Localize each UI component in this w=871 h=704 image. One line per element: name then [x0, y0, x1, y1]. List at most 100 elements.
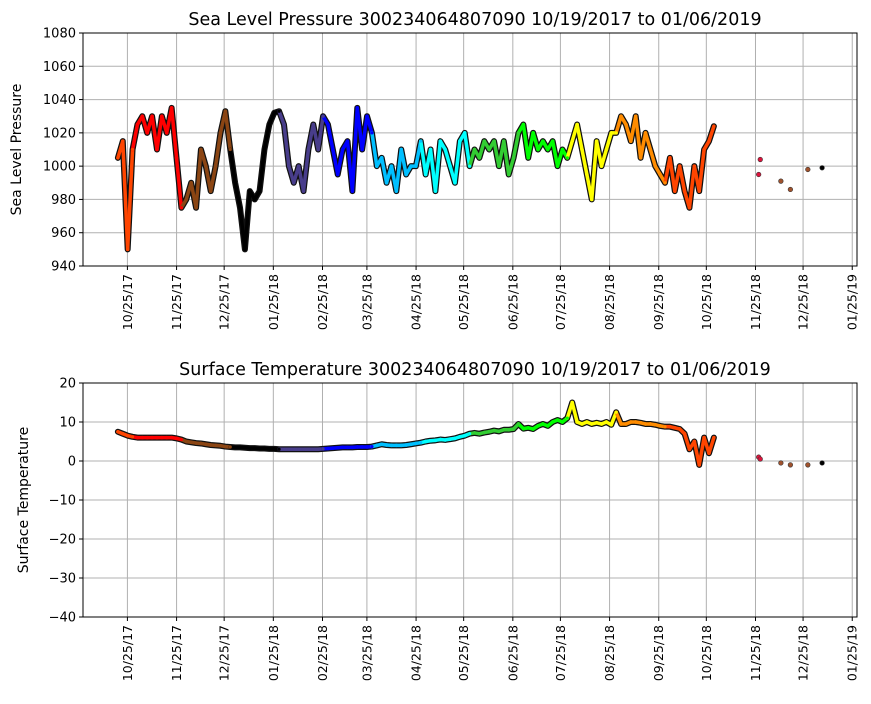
data-point — [268, 447, 271, 450]
data-point — [575, 420, 578, 423]
data-point — [419, 441, 422, 444]
data-point — [663, 425, 666, 428]
data-point — [126, 248, 129, 251]
data-point — [175, 437, 178, 440]
y-tick-label: 20 — [59, 377, 76, 392]
data-point — [610, 423, 613, 426]
data-point — [659, 173, 662, 176]
data-point — [146, 131, 149, 134]
data-point — [615, 131, 618, 134]
data-point — [492, 140, 495, 143]
data-point — [571, 140, 574, 143]
data-point — [527, 156, 530, 159]
data-point — [536, 424, 539, 427]
data-point — [536, 148, 539, 151]
data-point — [346, 140, 349, 143]
x-tick-label: 05/25/18 — [456, 274, 471, 330]
data-point — [512, 427, 515, 430]
data-point — [629, 140, 632, 143]
data-point — [502, 428, 505, 431]
data-point — [209, 443, 212, 446]
data-point — [380, 156, 383, 159]
data-point — [488, 148, 491, 151]
data-point — [204, 165, 207, 168]
data-point — [136, 123, 139, 126]
data-point — [595, 140, 598, 143]
data-point — [297, 448, 300, 451]
data-point — [703, 148, 706, 151]
data-point — [820, 166, 825, 171]
data-point — [639, 421, 642, 424]
data-point — [214, 444, 217, 447]
data-point — [258, 190, 261, 193]
data-point — [121, 140, 124, 143]
data-point — [619, 422, 622, 425]
data-point — [414, 442, 417, 445]
y-tick-label: 1040 — [43, 93, 76, 108]
data-point — [566, 156, 569, 159]
data-point — [141, 115, 144, 118]
data-point — [238, 446, 241, 449]
data-point — [204, 443, 207, 446]
y-tick-label: −30 — [49, 572, 76, 587]
data-point — [292, 181, 295, 184]
y-tick-label: 980 — [51, 193, 76, 208]
data-point — [758, 157, 763, 162]
data-point — [351, 446, 354, 449]
data-point — [234, 446, 237, 449]
data-point — [126, 434, 129, 437]
data-point — [600, 422, 603, 425]
x-tick-label: 11/25/17 — [169, 625, 184, 681]
x-tick-label: 07/25/18 — [553, 274, 568, 330]
y-tick-label: −20 — [49, 533, 76, 548]
data-point — [703, 436, 706, 439]
data-point — [121, 432, 124, 435]
y-tick-label: 940 — [51, 260, 76, 275]
data-point — [673, 190, 676, 193]
data-point — [541, 140, 544, 143]
data-point — [253, 447, 256, 450]
data-point — [165, 436, 168, 439]
data-point — [439, 438, 442, 441]
data-point — [209, 190, 212, 193]
data-point — [693, 165, 696, 168]
data-point — [414, 165, 417, 168]
data-point — [341, 148, 344, 151]
data-point — [219, 131, 222, 134]
x-tick-label: 08/25/18 — [602, 274, 617, 330]
data-point — [331, 447, 334, 450]
data-point — [575, 123, 578, 126]
data-point — [336, 446, 339, 449]
data-point — [444, 438, 447, 441]
data-point — [380, 443, 383, 446]
data-point — [497, 430, 500, 433]
data-point — [698, 190, 701, 193]
data-point — [788, 187, 793, 192]
data-point — [541, 422, 544, 425]
x-tick-label: 01/25/19 — [845, 274, 860, 330]
data-point — [268, 123, 271, 126]
data-point — [194, 441, 197, 444]
x-tick-label: 03/25/18 — [359, 625, 374, 681]
data-point — [273, 447, 276, 450]
data-point — [600, 165, 603, 168]
x-tick-label: 01/25/19 — [845, 625, 860, 681]
data-point — [788, 463, 793, 468]
data-point — [141, 436, 144, 439]
data-point — [463, 434, 466, 437]
x-tick-label: 09/25/18 — [651, 274, 666, 330]
data-point — [131, 435, 134, 438]
data-point — [224, 110, 227, 113]
data-point — [478, 432, 481, 435]
y-tick-label: 1080 — [43, 27, 76, 42]
data-point — [155, 436, 158, 439]
data-point — [468, 165, 471, 168]
data-point — [146, 436, 149, 439]
data-point — [199, 442, 202, 445]
data-point — [395, 444, 398, 447]
data-point — [624, 422, 627, 425]
data-point — [400, 444, 403, 447]
data-point — [546, 148, 549, 151]
